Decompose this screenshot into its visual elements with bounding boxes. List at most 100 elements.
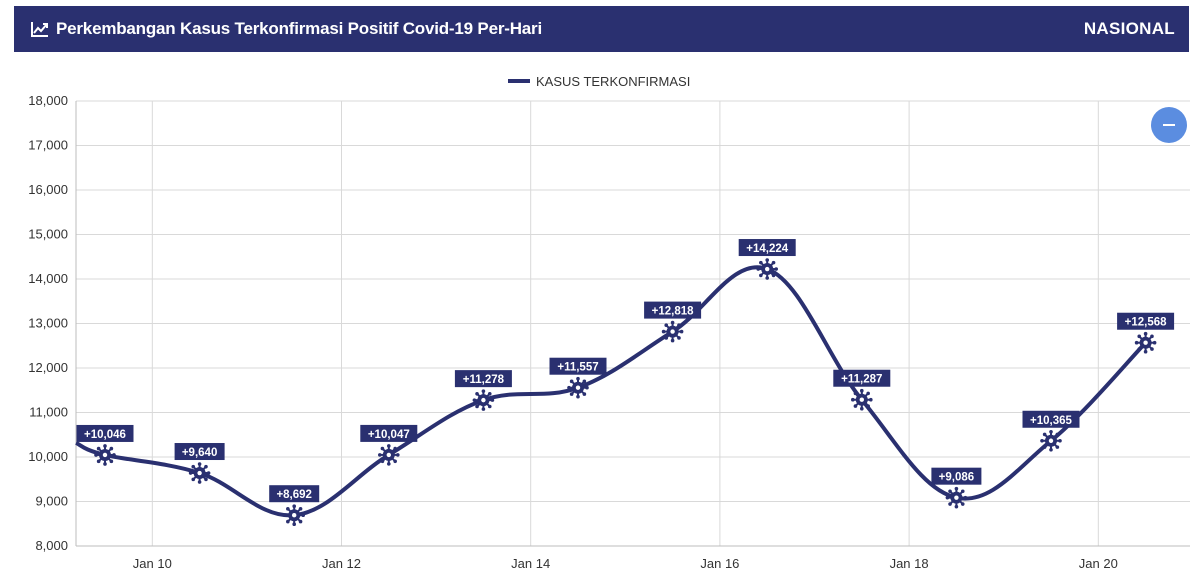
virus-spike-tip [954,504,959,509]
virus-spike-tip [197,462,202,466]
zoom-out-button[interactable] [1151,107,1187,143]
data-label: +11,287 [833,369,891,387]
data-label: +8,692 [269,485,320,503]
virus-spike-tip [472,398,477,402]
virus-spike-tip [387,462,391,466]
y-tick-label: 8,000 [35,538,68,553]
legend-label: KASUS TERKONFIRMASI [536,74,690,89]
y-tick-label: 17,000 [28,138,68,153]
virus-spike-tip [1143,331,1148,336]
data-point-marker [1134,331,1157,354]
virus-spike-tip [853,391,858,396]
virus-spike-tip [191,464,196,469]
virus-spike-tip [677,323,681,328]
virus-spike-tip [576,394,580,399]
legend: KASUS TERKONFIRMASI [508,74,690,89]
virus-spike-tip [1058,438,1062,443]
data-point-marker [283,504,305,527]
virus-spike-tip [109,446,114,451]
chart-title: Perkembangan Kasus Terkonfirmasi Positif… [56,19,542,38]
data-label-text: +8,692 [276,489,312,501]
virus-core [1143,340,1148,345]
data-point-marker [945,486,968,509]
virus-spike-tip [1134,340,1139,345]
virus-spike-tip [1042,432,1047,437]
virus-core [954,495,959,500]
virus-spike-tip [1137,347,1142,351]
data-label-text: +11,278 [463,374,505,386]
virus-spike-tip [380,446,385,451]
virus-spike-tip [396,453,400,457]
data-label-text: +10,365 [1030,415,1072,427]
virus-spike-tip [585,385,589,390]
virus-spike-tip [869,397,873,402]
virus-spike-tip [481,389,486,393]
y-tick-label: 11,000 [29,405,68,420]
virus-spike-tip [298,519,303,524]
data-point-marker [188,462,211,484]
virus-spike-tip [475,391,479,396]
virus-core [575,385,581,390]
virus-spike-tip [771,260,776,265]
data-label-text: +10,046 [84,429,126,441]
virus-spike-tip [286,519,290,524]
data-label-bg [269,485,320,503]
virus-spike-tip [204,464,208,469]
virus-spike-tip [487,404,492,409]
x-tick-label: Jan 16 [700,556,739,571]
y-tick-label: 12,000 [28,360,68,375]
virus-core [386,452,391,458]
virus-core [765,266,770,272]
virus-spike-tip [96,459,101,464]
virus-spike-tip [569,392,574,396]
virus-spike-tip [1137,334,1142,339]
virus-spike-tip [393,459,397,464]
virus-spike-tip [567,385,571,390]
virus-spike-tip [96,446,101,451]
y-tick-label: 13,000 [28,316,68,331]
virus-spike-tip [206,471,211,475]
virus-spike-tip [960,489,965,494]
data-label-bg [1022,410,1080,428]
virus-spike-tip [851,397,855,402]
virus-core [859,397,864,402]
data-point-marker [94,444,116,466]
virus-spike-tip [679,329,684,334]
virus-spike-tip [1040,438,1044,443]
virus-spike-tip [774,267,778,271]
x-tick-label: Jan 10 [133,556,172,571]
data-label-bg [931,467,982,485]
y-tick-label: 15,000 [28,227,68,242]
line-chart-icon [31,22,48,37]
data-label-text: +14,224 [746,243,788,255]
virus-spike-tip [963,495,968,500]
virus-spike-tip [1042,445,1047,449]
virus-core [292,513,297,518]
virus-spike-tip [1055,432,1060,437]
virus-spike-tip [109,459,114,464]
data-point-marker [378,444,400,466]
virus-spike-tip [1049,447,1053,452]
header-title-group: Perkembangan Kasus Terkonfirmasi Positif… [30,19,542,39]
virus-spike-tip [853,404,858,408]
virus-spike-tip [677,336,681,340]
series-line [75,265,1148,518]
virus-spike-tip [1143,349,1148,354]
data-label: +12,568 [1117,312,1175,330]
virus-core [481,397,486,403]
virus-spike-tip [866,404,870,408]
virus-spike-tip [765,276,769,280]
data-label-bg [1117,312,1175,330]
virus-spike-tip [387,444,391,448]
virus-spike-tip [292,522,296,527]
data-label-text: +11,557 [557,362,598,374]
virus-core [1048,438,1054,443]
virus-core [102,452,108,458]
virus-spike-tip [292,504,296,509]
data-label-text: +9,086 [939,472,975,484]
virus-spike-tip [94,453,98,457]
data-point-marker [661,320,684,343]
virus-spike-tip [1049,429,1053,434]
virus-spike-tip [954,486,959,491]
